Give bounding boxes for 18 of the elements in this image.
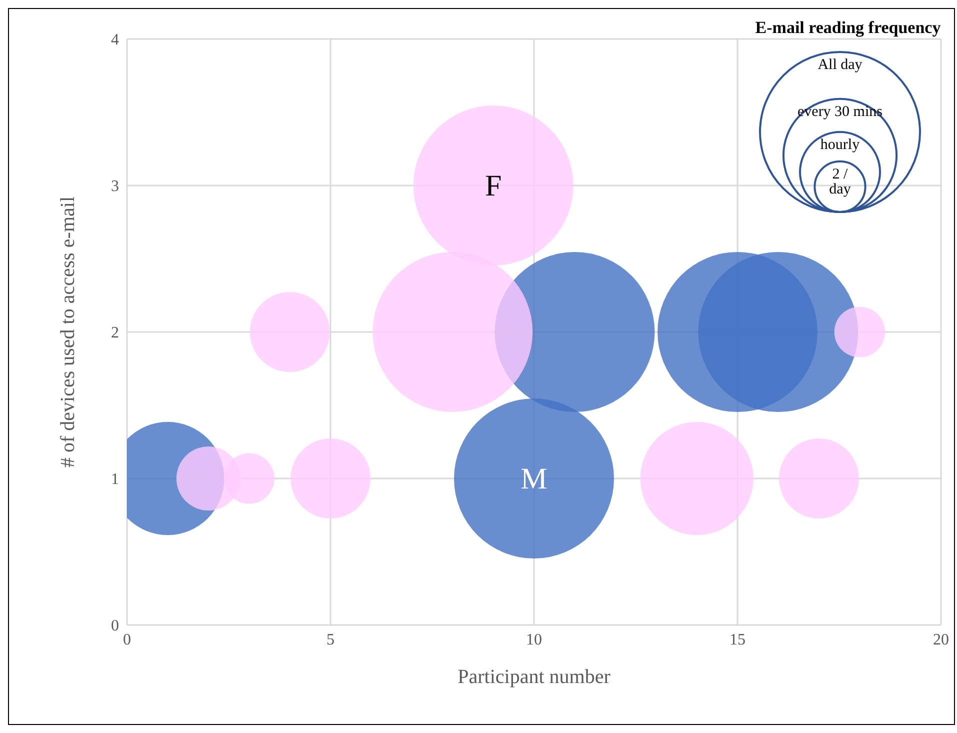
series-label: M bbox=[520, 462, 548, 496]
legend-label: All day bbox=[818, 57, 863, 73]
y-tick-label: 1 bbox=[111, 471, 119, 488]
legend-label: hourly bbox=[820, 137, 860, 153]
x-tick-label: 5 bbox=[326, 631, 334, 648]
x-tick-label: 20 bbox=[933, 631, 949, 648]
x-tick-label: 0 bbox=[123, 631, 131, 648]
y-tick-label: 0 bbox=[111, 618, 119, 635]
x-axis-title: Participant number bbox=[458, 666, 611, 688]
y-tick-label: 3 bbox=[111, 178, 119, 196]
x-tick-label: 10 bbox=[526, 631, 542, 648]
x-tick-label: 15 bbox=[730, 631, 746, 648]
series-label: F bbox=[484, 170, 502, 202]
legend-title: E-mail reading frequency bbox=[755, 18, 942, 37]
legend-label: 2 / day bbox=[829, 166, 852, 198]
y-tick-label: 2 bbox=[111, 324, 119, 342]
y-axis-title: # of devices used to access e-mail bbox=[57, 196, 80, 468]
y-tick-label: 4 bbox=[111, 32, 119, 49]
